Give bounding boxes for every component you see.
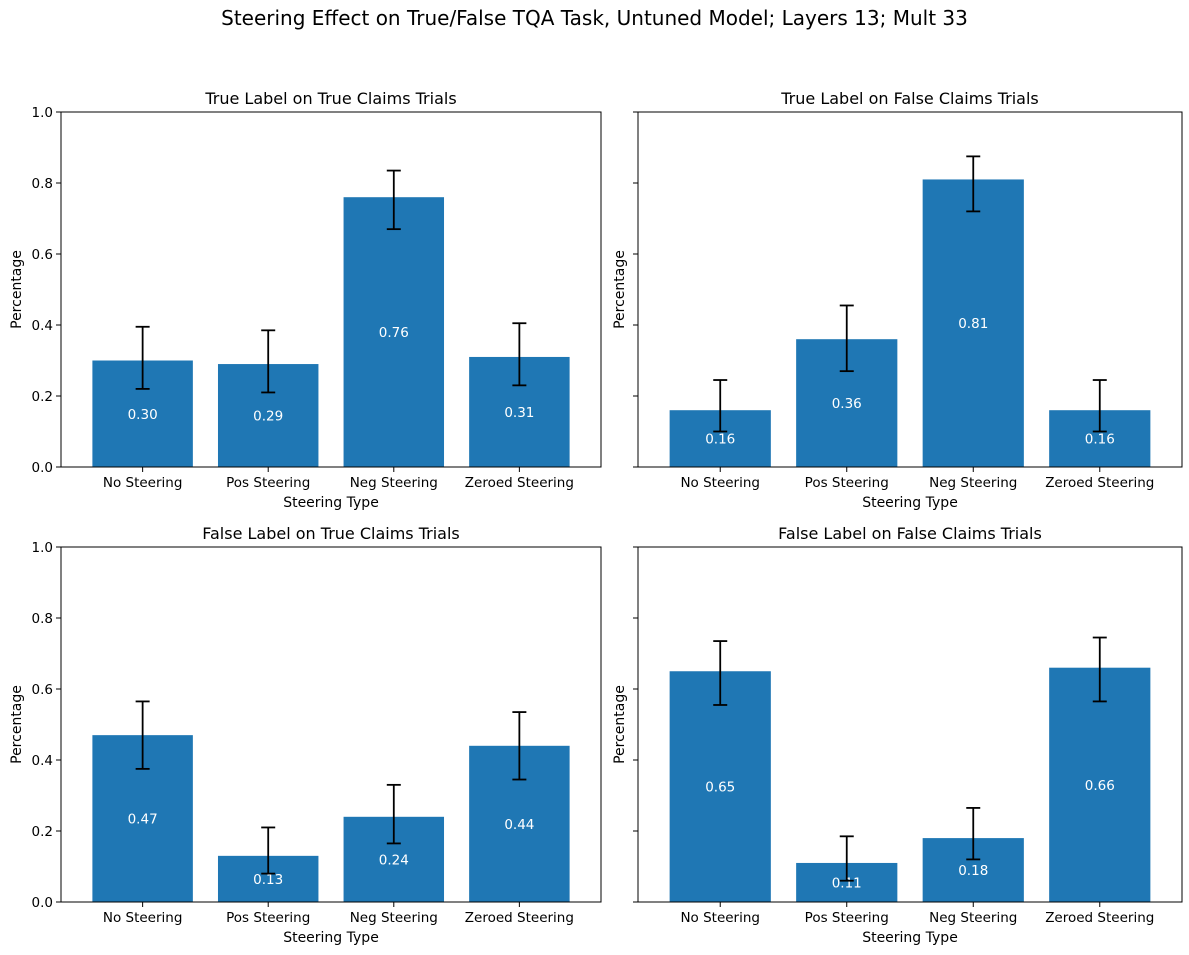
y-axis-label: Percentage (612, 250, 628, 329)
subplots-container: 0.30 0.29 0.76 0.31 0.0 0.2 0.4 0.6 0.8 1.0 No Ste… (9, 89, 1183, 946)
x-tick-label-4: Zeroed Steering (1045, 475, 1154, 491)
x-tick-label-3: Neg Steering (929, 475, 1017, 491)
error-bar-4 (1092, 636, 1107, 703)
x-tick-label-1: No Steering (680, 475, 760, 491)
y-axis-label: Percentage (9, 250, 25, 329)
error-bar-2 (261, 329, 276, 394)
data-label-2: 0.11 (832, 875, 862, 891)
x-tick-label-3: Neg Steering (929, 910, 1017, 926)
y-tick-label-5: 0.8 (32, 611, 53, 627)
error-bar-1 (713, 640, 728, 706)
data-label-3: 0.76 (379, 325, 409, 341)
data-label-1: 0.65 (705, 780, 735, 796)
data-label-1: 0.16 (705, 432, 735, 448)
error-bar-1 (713, 379, 728, 433)
y-tick-label-5: 0.8 (32, 176, 53, 192)
error-bar-2 (261, 826, 276, 875)
axes-frame (637, 111, 1183, 468)
x-axis-label: Steering Type (862, 495, 958, 511)
x-axis-label: Steering Type (862, 930, 958, 946)
subplot-2: 0.16 0.36 0.81 0.16 No Steering Pos Steering N… (612, 89, 1183, 511)
data-label-1: 0.47 (128, 812, 158, 828)
error-bar-3 (966, 807, 981, 861)
subplot-title: False Label on False Claims Trials (778, 524, 1042, 543)
y-axis-label: Percentage (612, 685, 628, 764)
y-tick-label-3: 0.4 (32, 753, 53, 769)
data-label-4: 0.16 (1085, 432, 1115, 448)
x-tick-label-2: Pos Steering (226, 475, 310, 491)
y-tick-label-1: 0.0 (32, 460, 53, 476)
bar-3 (343, 197, 445, 467)
subplot-title: True Label on True Claims Trials (204, 89, 456, 108)
y-tick-label-2: 0.2 (32, 824, 53, 840)
subplot-3: 0.47 0.13 0.24 0.44 0.0 0.2 0.4 0.6 0.8 1.0 No Ste… (9, 524, 602, 946)
bar-3 (922, 179, 1024, 467)
x-tick-label-2: Pos Steering (226, 910, 310, 926)
y-tick-label-2: 0.2 (32, 389, 53, 405)
subplot-title: False Label on True Claims Trials (202, 524, 460, 543)
x-tick-label-3: Neg Steering (350, 910, 438, 926)
data-label-4: 0.44 (504, 817, 534, 833)
error-bar-2 (839, 304, 854, 373)
x-tick-label-4: Zeroed Steering (465, 910, 574, 926)
data-label-2: 0.36 (832, 396, 862, 412)
error-bar-4 (512, 322, 527, 387)
subplot-1: 0.30 0.29 0.76 0.31 0.0 0.2 0.4 0.6 0.8 1.0 No Ste… (9, 89, 602, 511)
error-bar-4 (512, 711, 527, 781)
axes-frame (637, 546, 1183, 903)
x-axis-label: Steering Type (283, 930, 379, 946)
x-tick-label-2: Pos Steering (805, 910, 889, 926)
y-tick-label-3: 0.4 (32, 318, 53, 334)
error-bar-3 (966, 155, 981, 213)
bar-1 (669, 671, 771, 902)
error-bar-1 (135, 325, 150, 390)
data-label-2: 0.13 (253, 872, 283, 888)
axes-frame (60, 546, 602, 903)
y-axis-label: Percentage (9, 685, 25, 764)
figure-title: Steering Effect on True/False TQA Task, … (221, 6, 968, 30)
x-tick-label-1: No Steering (103, 910, 183, 926)
y-tick-label-1: 0.0 (32, 895, 53, 911)
axes-frame (60, 111, 602, 468)
data-label-3: 0.24 (379, 852, 409, 868)
data-label-2: 0.29 (253, 409, 283, 425)
y-tick-label-4: 0.6 (32, 247, 53, 263)
error-bar-2 (839, 835, 854, 882)
x-tick-label-1: No Steering (103, 475, 183, 491)
error-bar-3 (386, 169, 401, 231)
data-label-3: 0.18 (958, 863, 988, 879)
y-tick-label-4: 0.6 (32, 682, 53, 698)
data-label-1: 0.30 (128, 407, 158, 423)
subplot-title: True Label on False Claims Trials (780, 89, 1039, 108)
error-bar-4 (1092, 379, 1107, 433)
error-bar-1 (135, 700, 150, 770)
x-tick-label-2: Pos Steering (805, 475, 889, 491)
x-axis-label: Steering Type (283, 495, 379, 511)
x-tick-label-1: No Steering (680, 910, 760, 926)
error-bar-3 (386, 783, 401, 845)
data-label-4: 0.31 (504, 405, 534, 421)
y-tick-label-6: 1.0 (32, 105, 53, 121)
subplot-4: 0.65 0.11 0.18 0.66 No Steering Pos Steering N… (612, 524, 1183, 946)
y-tick-label-6: 1.0 (32, 540, 53, 556)
x-tick-label-4: Zeroed Steering (1045, 910, 1154, 926)
data-label-4: 0.66 (1085, 778, 1115, 794)
data-label-3: 0.81 (958, 316, 988, 332)
x-tick-label-4: Zeroed Steering (465, 475, 574, 491)
bar-4 (1049, 667, 1151, 902)
x-tick-label-3: Neg Steering (350, 475, 438, 491)
